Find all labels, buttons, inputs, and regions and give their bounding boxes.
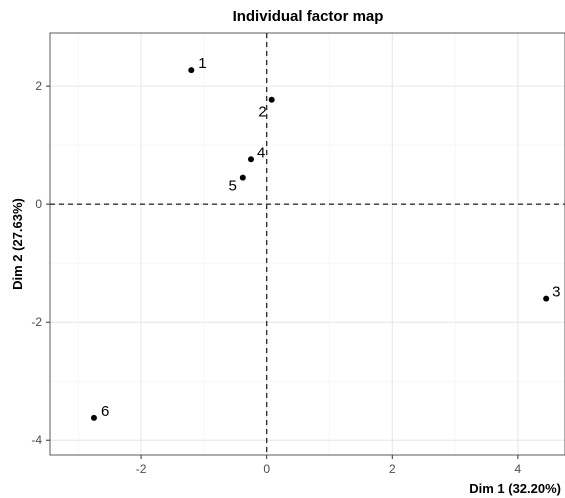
- data-point-6: [90, 414, 97, 421]
- x-axis-title: Dim 1 (32.20%): [469, 481, 561, 496]
- data-point-3: [543, 295, 550, 302]
- y-tick-label: -4: [31, 433, 42, 447]
- y-tick-label: -2: [31, 315, 42, 329]
- data-point-label-6: 6: [101, 403, 109, 420]
- data-points: 1 2 3 4 5 6: [90, 55, 561, 421]
- y-tick-label: 2: [35, 79, 42, 93]
- data-point-label-2: 2: [258, 104, 266, 121]
- grid: [50, 33, 565, 455]
- x-tick-label: 4: [515, 462, 522, 476]
- plot-panel-border: [49, 32, 565, 456]
- x-tick-label: -2: [136, 462, 147, 476]
- data-point-2: [268, 96, 275, 103]
- chart-title: Individual factor map: [233, 8, 384, 25]
- y-axis-title: Dim 2 (27.63%): [10, 198, 25, 290]
- axis-ticks: -2 0 2 4 -4 -2 0 2: [31, 79, 521, 476]
- data-point-label-1: 1: [198, 55, 206, 72]
- x-tick-label: 0: [263, 462, 270, 476]
- y-tick-label: 0: [35, 197, 42, 211]
- reference-lines: [50, 33, 565, 455]
- data-point-4: [247, 156, 254, 163]
- data-point-label-5: 5: [228, 178, 236, 195]
- x-tick-label: 2: [389, 462, 396, 476]
- data-point-1: [188, 67, 195, 74]
- data-point-label-4: 4: [257, 144, 265, 161]
- data-point-5: [239, 174, 246, 181]
- data-point-label-3: 3: [552, 284, 560, 301]
